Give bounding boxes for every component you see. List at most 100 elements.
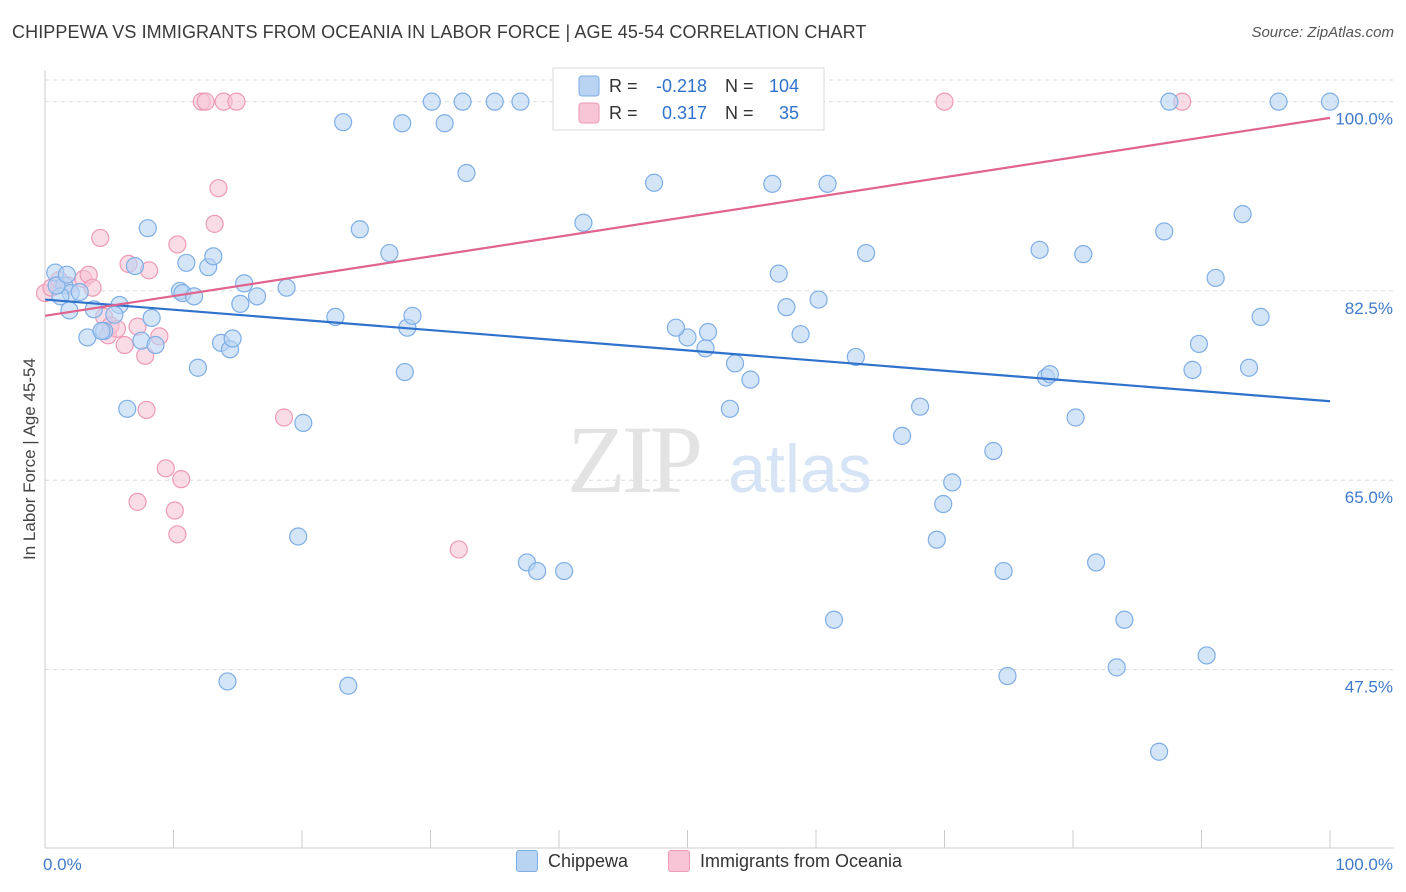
point-chippewa xyxy=(204,247,223,266)
point-chippewa xyxy=(393,114,412,133)
point-chippewa xyxy=(892,426,912,445)
point-chippewa xyxy=(574,213,593,232)
stats-n-label-pink: N = xyxy=(725,103,754,123)
point-chippewa xyxy=(422,92,441,111)
point-chippewa xyxy=(334,113,353,132)
point-chippewa xyxy=(118,399,137,418)
point-oceania xyxy=(274,408,294,427)
point-oceania xyxy=(168,525,187,544)
point-chippewa xyxy=(763,174,782,193)
point-chippewa xyxy=(910,397,930,416)
point-chippewa xyxy=(1155,222,1174,241)
point-oceania xyxy=(449,540,468,559)
point-chippewa xyxy=(105,305,124,324)
legend-item-immigrants-from-oceania[interactable]: Immigrants from Oceania xyxy=(668,850,902,872)
point-chippewa xyxy=(188,358,208,377)
point-oceania xyxy=(205,214,224,233)
y-tick-label: 100.0% xyxy=(1335,110,1393,129)
stats-n-value-pink: 35 xyxy=(779,103,799,123)
bottom-legend: Chippewa Immigrants from Oceania xyxy=(0,850,1406,880)
point-chippewa xyxy=(403,306,422,325)
legend-item-chippewa[interactable]: Chippewa xyxy=(516,850,628,872)
watermark-atlas: atlas xyxy=(728,431,872,507)
point-oceania xyxy=(172,470,191,489)
point-chippewa xyxy=(92,321,111,341)
point-chippewa xyxy=(678,328,697,347)
y-tick-labels: 47.5% 65.0% 82.5% 100.0% xyxy=(1335,110,1393,697)
point-chippewa xyxy=(138,219,157,238)
point-oceania xyxy=(168,235,187,254)
stats-n-value-blue: 104 xyxy=(769,76,799,96)
point-chippewa xyxy=(177,253,196,272)
x-ticks xyxy=(44,830,1331,848)
point-chippewa xyxy=(927,530,946,549)
x-tick-label-min: 0.0% xyxy=(43,855,82,874)
point-chippewa xyxy=(231,294,250,314)
point-chippewa xyxy=(57,265,76,284)
point-chippewa xyxy=(1115,610,1134,629)
legend-swatch-immigrants-from-oceania xyxy=(668,850,690,872)
point-chippewa xyxy=(289,527,308,546)
point-oceania xyxy=(227,92,246,111)
point-chippewa xyxy=(435,114,454,133)
point-chippewa xyxy=(1183,360,1202,379)
point-chippewa xyxy=(485,92,504,111)
point-chippewa xyxy=(453,92,472,111)
stats-legend-swatch-pink xyxy=(578,102,600,124)
point-chippewa xyxy=(1149,742,1169,761)
point-chippewa xyxy=(824,610,844,629)
point-chippewa xyxy=(223,329,242,348)
point-chippewa xyxy=(1269,92,1288,111)
point-chippewa xyxy=(1206,268,1225,288)
point-chippewa xyxy=(247,287,267,306)
point-chippewa xyxy=(1233,205,1252,224)
source-credit: Source: ZipAtlas.com xyxy=(1251,24,1394,41)
y-tick-label: 65.0% xyxy=(1345,488,1393,507)
trend-line-oceania xyxy=(44,116,1331,317)
trend-line-chippewa xyxy=(44,298,1331,403)
point-oceania xyxy=(156,459,175,478)
watermark: ZIP atlas xyxy=(567,406,872,513)
point-chippewa xyxy=(1160,92,1179,111)
stats-r-label-pink: R = xyxy=(609,103,638,123)
point-oceania xyxy=(128,492,147,511)
point-oceania xyxy=(209,179,228,198)
point-chippewa xyxy=(818,174,837,193)
point-chippewa xyxy=(698,322,718,342)
point-chippewa xyxy=(741,370,760,389)
legend-label-chippewa: Chippewa xyxy=(548,850,629,871)
point-chippewa xyxy=(1107,658,1126,677)
legend-swatch-chippewa xyxy=(516,850,538,872)
point-chippewa xyxy=(142,308,161,328)
point-chippewa xyxy=(555,561,574,581)
stats-legend: R = -0.218 N = 104 R = 0.317 N = 35 xyxy=(552,67,825,131)
point-chippewa xyxy=(857,243,876,263)
point-chippewa xyxy=(846,347,865,367)
point-chippewa xyxy=(511,92,530,111)
stats-n-label-blue: N = xyxy=(725,76,754,96)
point-chippewa xyxy=(769,264,788,283)
stats-r-value-blue: -0.218 xyxy=(656,76,707,96)
point-chippewa xyxy=(998,666,1017,686)
point-chippewa xyxy=(1189,334,1209,354)
point-chippewa xyxy=(1074,245,1093,264)
point-chippewa xyxy=(666,318,686,337)
point-chippewa xyxy=(339,676,358,695)
point-chippewa xyxy=(809,290,828,309)
y-tick-label: 47.5% xyxy=(1345,678,1393,697)
point-chippewa xyxy=(294,413,313,432)
point-chippewa xyxy=(777,298,796,317)
point-oceania xyxy=(137,400,156,420)
axes xyxy=(44,70,1394,849)
point-chippewa xyxy=(934,494,953,514)
point-oceania xyxy=(935,92,954,111)
point-chippewa xyxy=(725,354,745,373)
point-chippewa xyxy=(277,278,296,297)
point-oceania xyxy=(91,228,110,248)
legend-label-immigrants-from-oceania: Immigrants from Oceania xyxy=(700,850,903,871)
chart-title: CHIPPEWA VS IMMIGRANTS FROM OCEANIA IN L… xyxy=(12,22,867,42)
point-chippewa xyxy=(943,473,962,492)
point-chippewa xyxy=(146,335,165,355)
point-oceania xyxy=(165,501,184,520)
